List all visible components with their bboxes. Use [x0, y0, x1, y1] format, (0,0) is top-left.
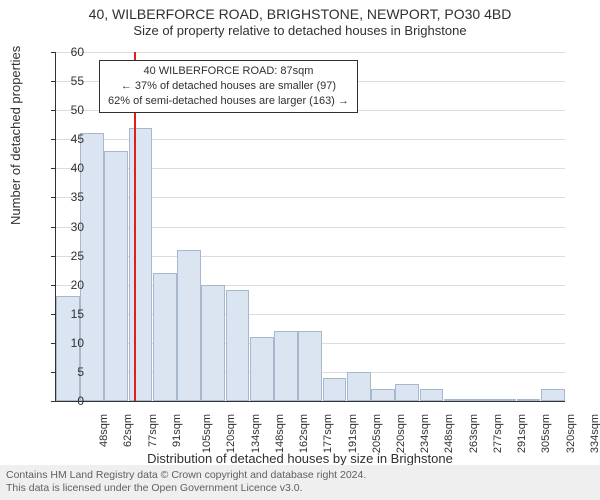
histogram-bar	[371, 389, 395, 401]
x-tick-label: 234sqm	[419, 414, 431, 453]
callout-box: 40 WILBERFORCE ROAD: 87sqm← 37% of detac…	[99, 60, 358, 113]
y-tick-label: 60	[54, 45, 84, 59]
histogram-bar	[395, 384, 419, 401]
x-tick-label: 162sqm	[298, 414, 310, 453]
page-subtitle: Size of property relative to detached ho…	[0, 22, 600, 38]
y-tick-label: 30	[54, 220, 84, 234]
histogram-bar	[250, 337, 274, 401]
y-tick-label: 50	[54, 103, 84, 117]
histogram-bar	[323, 378, 347, 401]
footer-line-1: Contains HM Land Registry data © Crown c…	[6, 469, 594, 482]
x-tick-label: 263sqm	[468, 414, 480, 453]
x-tick-label: 148sqm	[274, 414, 286, 453]
x-tick-label: 334sqm	[589, 414, 600, 453]
histogram-bar	[177, 250, 201, 401]
y-tick-label: 40	[54, 161, 84, 175]
histogram-bar	[226, 290, 250, 401]
histogram-bar	[541, 389, 565, 401]
y-tick-label: 45	[54, 132, 84, 146]
histogram-bar	[468, 399, 492, 401]
y-tick-label: 15	[54, 307, 84, 321]
x-tick-label: 134sqm	[250, 414, 262, 453]
x-tick-label: 248sqm	[444, 414, 456, 453]
histogram-bar	[298, 331, 322, 401]
callout-line: 40 WILBERFORCE ROAD: 87sqm	[108, 64, 349, 79]
x-tick-label: 105sqm	[201, 414, 213, 453]
footer-line-2: This data is licensed under the Open Gov…	[6, 482, 594, 495]
histogram-bar	[274, 331, 298, 401]
histogram-bar	[153, 273, 177, 401]
page-title: 40, WILBERFORCE ROAD, BRIGHSTONE, NEWPOR…	[0, 0, 600, 22]
callout-line: 62% of semi-detached houses are larger (…	[108, 94, 349, 109]
x-tick-label: 291sqm	[516, 414, 528, 453]
x-tick-label: 320sqm	[565, 414, 577, 453]
y-tick-label: 0	[54, 394, 84, 408]
x-tick-label: 277sqm	[492, 414, 504, 453]
histogram-bar	[104, 151, 128, 401]
x-tick-label: 77sqm	[147, 414, 159, 447]
histogram-bar	[201, 285, 225, 401]
x-tick-label: 48sqm	[98, 414, 110, 447]
x-tick-label: 220sqm	[395, 414, 407, 453]
histogram-bar	[517, 399, 541, 401]
histogram-bar	[444, 399, 468, 401]
footer-attribution: Contains HM Land Registry data © Crown c…	[0, 465, 600, 500]
x-tick-label: 191sqm	[347, 414, 359, 453]
y-axis-label: Number of detached properties	[8, 46, 23, 225]
x-tick-label: 91sqm	[171, 414, 183, 447]
y-tick-label: 35	[54, 190, 84, 204]
gridline	[56, 52, 565, 53]
y-tick-label: 25	[54, 249, 84, 263]
callout-line: ← 37% of detached houses are smaller (97…	[108, 79, 349, 94]
x-tick-label: 177sqm	[322, 414, 334, 453]
y-tick-label: 10	[54, 336, 84, 350]
x-tick-label: 62sqm	[122, 414, 134, 447]
y-tick-label: 20	[54, 278, 84, 292]
x-tick-label: 120sqm	[225, 414, 237, 453]
y-tick-label: 5	[54, 365, 84, 379]
histogram-bar	[129, 128, 153, 401]
histogram-bar	[420, 389, 444, 401]
y-tick-label: 55	[54, 74, 84, 88]
histogram-bar	[347, 372, 371, 401]
x-axis-label: Distribution of detached houses by size …	[0, 451, 600, 466]
x-tick-label: 205sqm	[371, 414, 383, 453]
x-tick-label: 305sqm	[541, 414, 553, 453]
histogram-bar	[492, 399, 516, 401]
